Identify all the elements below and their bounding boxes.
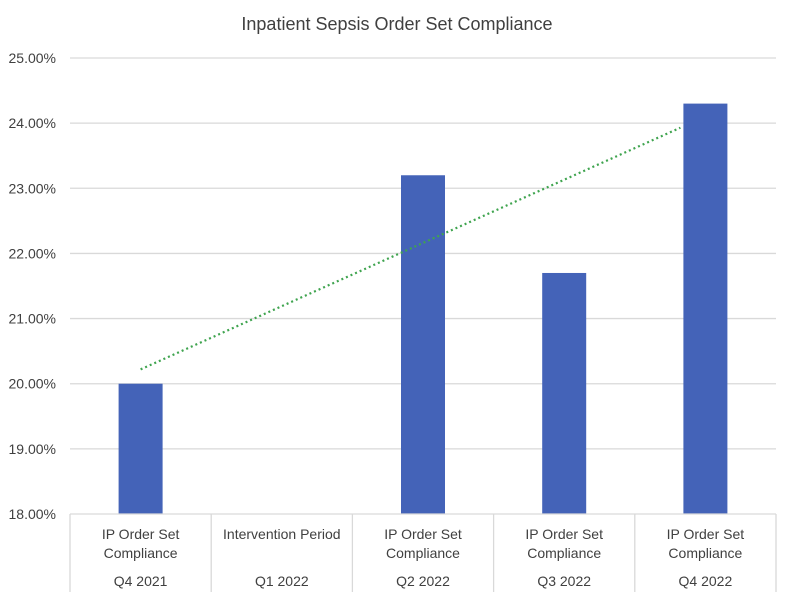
category-label: Compliance [527, 545, 601, 561]
category-group-label: Q4 2022 [679, 573, 733, 589]
y-tick-label: 25.00% [9, 50, 56, 66]
category-group-label: Q4 2021 [114, 573, 168, 589]
category-group-label: Q3 2022 [537, 573, 591, 589]
chart-title: Inpatient Sepsis Order Set Compliance [241, 14, 552, 34]
trendline-group [140, 126, 681, 371]
category-group-label: Q2 2022 [396, 573, 450, 589]
category-label: Compliance [668, 545, 742, 561]
category-label: Intervention Period [223, 526, 341, 542]
bar [118, 383, 163, 514]
y-tick-label: 23.00% [9, 180, 56, 196]
x-axis: IP Order Set Compliance Q4 2021 Interventio… [69, 513, 777, 592]
bar [401, 175, 445, 514]
category-group-label: Q1 2022 [255, 573, 309, 589]
trendline [140, 126, 681, 371]
bar [683, 103, 728, 514]
y-axis: 18.00% 19.00% 20.00% 21.00% 22.00% 23.00% 24.0… [9, 50, 56, 522]
bars [118, 103, 728, 514]
y-tick-label: 24.00% [9, 115, 56, 131]
y-tick-label: 20.00% [9, 376, 56, 392]
category-label: Compliance [386, 545, 460, 561]
category-label: IP Order Set [667, 526, 745, 542]
category-label: IP Order Set [102, 526, 180, 542]
y-tick-label: 21.00% [9, 311, 56, 327]
y-tick-label: 19.00% [9, 441, 56, 457]
y-tick-label: 22.00% [9, 245, 56, 261]
y-tick-label: 18.00% [9, 506, 56, 522]
category-label: IP Order Set [384, 526, 462, 542]
category-label: IP Order Set [525, 526, 603, 542]
category-label: Compliance [104, 545, 178, 561]
bar [542, 272, 587, 514]
